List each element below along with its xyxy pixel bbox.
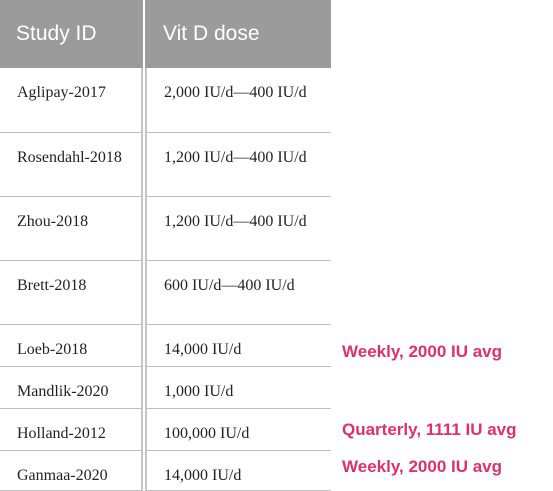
vitamin-d-table: Study ID Vit D dose Aglipay-2017 2,000 I…: [0, 0, 331, 491]
study-id-cell: Loeb-2018: [0, 324, 147, 367]
study-id-cell: Mandlik-2020: [0, 366, 147, 409]
study-id-cell: Holland-2012: [0, 408, 147, 451]
study-id-cell: Ganmaa-2020: [0, 450, 147, 491]
table-row: Aglipay-2017 2,000 IU/d—400 IU/d: [0, 68, 331, 133]
column-header-study-id: Study ID: [0, 0, 145, 68]
table-row: Holland-2012 100,000 IU/d: [0, 408, 331, 451]
table-row: Ganmaa-2020 14,000 IU/d: [0, 450, 331, 491]
annotation-holland: Quarterly, 1111 IU avg: [342, 420, 517, 439]
dose-cell: 600 IU/d—400 IU/d: [144, 260, 331, 325]
study-id-cell: Brett-2018: [0, 260, 147, 325]
annotation-loeb: Weekly, 2000 IU avg: [342, 342, 503, 361]
dose-cell: 14,000 IU/d: [144, 450, 331, 491]
table-row: Rosendahl-2018 1,200 IU/d—400 IU/d: [0, 132, 331, 197]
dose-cell: 100,000 IU/d: [144, 408, 331, 451]
table-row: Loeb-2018 14,000 IU/d: [0, 324, 331, 367]
header-row: Study ID Vit D dose: [0, 0, 331, 68]
column-header-vit-d-dose: Vit D dose: [144, 0, 331, 68]
annotation-ganmaa: Weekly, 2000 IU avg: [342, 457, 503, 476]
study-id-cell: Rosendahl-2018: [0, 132, 147, 197]
table-row: Brett-2018 600 IU/d—400 IU/d: [0, 260, 331, 325]
dose-cell: 1,200 IU/d—400 IU/d: [144, 132, 331, 197]
study-id-cell: Aglipay-2017: [0, 68, 147, 133]
dose-cell: 2,000 IU/d—400 IU/d: [144, 68, 331, 133]
dose-cell: 1,200 IU/d—400 IU/d: [144, 196, 331, 261]
dose-cell: 14,000 IU/d: [144, 324, 331, 367]
table-row: Zhou-2018 1,200 IU/d—400 IU/d: [0, 196, 331, 261]
dose-cell: 1,000 IU/d: [144, 366, 331, 409]
study-id-cell: Zhou-2018: [0, 196, 147, 261]
table-row: Mandlik-2020 1,000 IU/d: [0, 366, 331, 409]
